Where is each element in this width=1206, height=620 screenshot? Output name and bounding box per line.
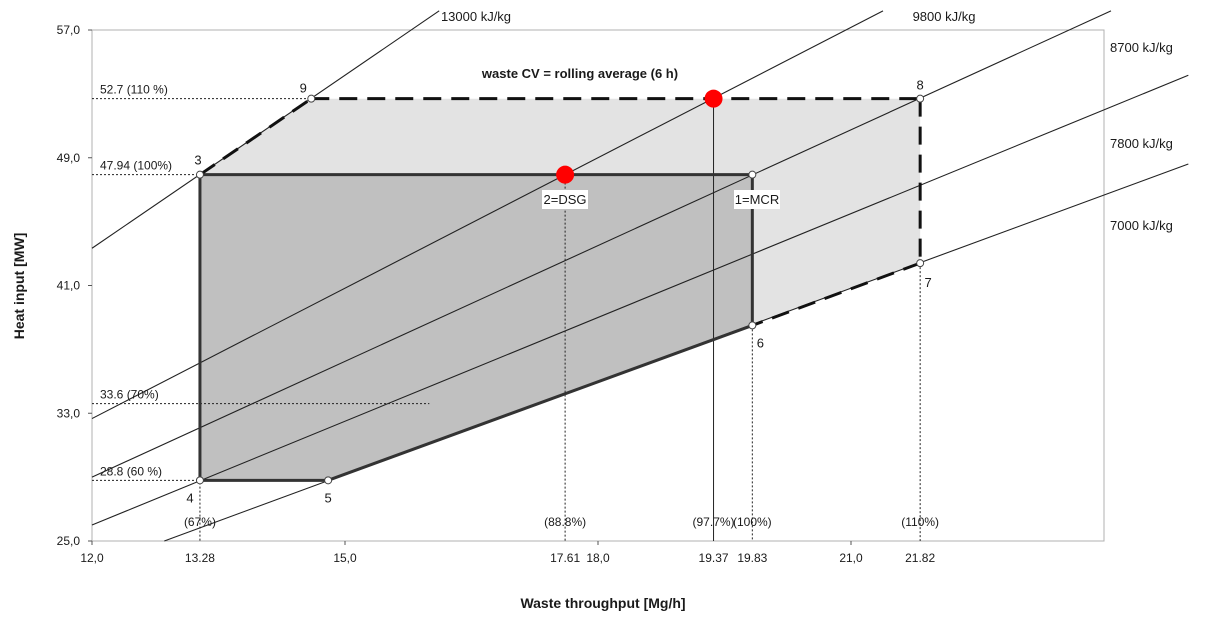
cv-label-9800: 9800 kJ/kg <box>913 9 976 24</box>
load-percent-label: (88.8%) <box>544 515 586 529</box>
overload-boundary-left <box>199 97 313 176</box>
point-8 <box>916 94 925 103</box>
x-extra-label: 13.28 <box>185 551 215 565</box>
cv-line-7800 <box>91 74 1189 526</box>
design-boundary-bottom-slope <box>327 324 753 482</box>
x-axis-title: Waste throughput [Mg/h] <box>520 595 685 611</box>
x-extra-label: 17.61 <box>550 551 580 565</box>
load-percent-label: (100%) <box>733 515 772 529</box>
cv-line-9800 <box>91 10 884 420</box>
tag-bg <box>542 190 588 209</box>
cv-label-13000: 13000 kJ/kg <box>441 9 511 24</box>
x-extra-label: 19.37 <box>699 551 729 565</box>
x-tick-label: 12,0 <box>80 551 104 565</box>
y-tick-label: 41,0 <box>57 279 81 293</box>
x-tick-label: 18,0 <box>586 551 610 565</box>
load-percent-label: (97.7%) <box>693 515 735 529</box>
point-label-3: 3 <box>194 153 201 168</box>
tag-label-2: 2=DSG <box>544 192 587 207</box>
point-6 <box>748 321 757 330</box>
y-axis-title: Heat input [MW] <box>11 233 27 340</box>
point-4 <box>195 476 204 485</box>
y-tick-label: 33,0 <box>57 406 81 420</box>
heat-input-label: 52.7 (110 %) <box>100 83 168 97</box>
x-tick-label: 21,0 <box>839 551 863 565</box>
overload-boundary-bottom <box>751 261 921 327</box>
x-extra-label: 21.82 <box>905 551 935 565</box>
point-5 <box>324 476 333 485</box>
point-c <box>748 170 757 179</box>
y-tick-label: 49,0 <box>57 151 81 165</box>
point-label-5: 5 <box>325 490 332 505</box>
load-percent-label: (67%) <box>184 515 216 529</box>
cv-line-13000 <box>91 10 440 249</box>
highlight-point-1 <box>704 89 723 108</box>
point-label-9: 9 <box>300 81 307 96</box>
x-tick-label: 15,0 <box>333 551 357 565</box>
point-label-6: 6 <box>757 335 764 350</box>
y-tick-label: 57,0 <box>57 23 81 37</box>
chart-title: waste CV = rolling average (6 h) <box>481 66 678 81</box>
heat-input-label: 47.94 (100%) <box>100 159 172 173</box>
region-overload <box>199 98 921 326</box>
point-3 <box>195 170 204 179</box>
point-9 <box>307 94 316 103</box>
point-label-8: 8 <box>917 78 924 93</box>
y-tick-label: 25,0 <box>57 534 81 548</box>
x-extra-label: 19.83 <box>737 551 767 565</box>
point-label-7: 7 <box>925 275 932 290</box>
point-7 <box>916 259 925 268</box>
tag-label-1: 1=MCR <box>735 192 779 207</box>
heat-input-label: 33.6 (70%) <box>100 388 159 402</box>
cv-line-8700 <box>91 10 1112 478</box>
cv-label-7800: 7800 kJ/kg <box>1110 136 1173 151</box>
heat-input-label: 28.8 (60 %) <box>100 464 162 478</box>
tag-bg <box>734 190 780 209</box>
highlight-point-2 <box>556 165 575 184</box>
load-percent-label: (110%) <box>901 515 939 529</box>
cv-label-7000: 7000 kJ/kg <box>1110 218 1173 233</box>
point-label-4: 4 <box>186 490 193 505</box>
cv-label-8700: 8700 kJ/kg <box>1110 40 1173 55</box>
